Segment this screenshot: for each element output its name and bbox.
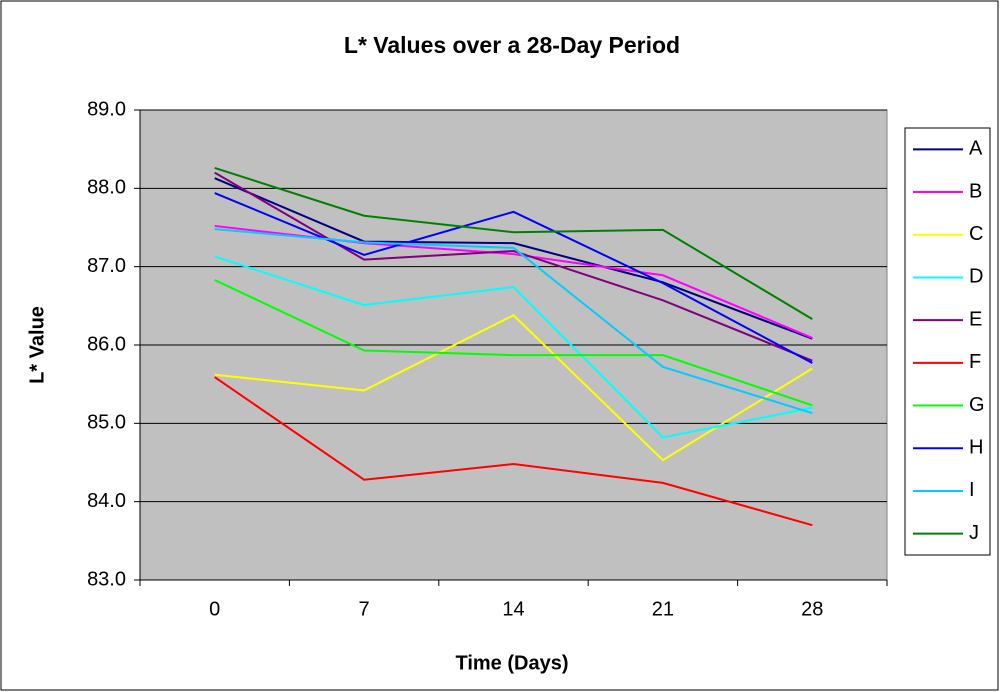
series-line (214, 192, 813, 364)
y-axis-label: L* Value (26, 306, 48, 384)
x-tick-label: 7 (359, 598, 370, 620)
chart-title: L* Values over a 28-Day Period (344, 32, 680, 58)
legend-label: C (969, 223, 983, 245)
series-line (214, 228, 813, 415)
series-line (214, 255, 813, 439)
y-tick-label: 87.0 (87, 255, 126, 277)
series-line (214, 177, 813, 340)
legend-label: E (969, 308, 982, 330)
x-tick-label: 28 (801, 598, 823, 620)
legend-label: F (969, 351, 981, 373)
y-tick-label: 88.0 (87, 177, 126, 199)
y-tick-label: 85.0 (87, 412, 126, 434)
series-line (214, 279, 813, 407)
series-line (214, 314, 813, 462)
y-tick-label: 84.0 (87, 490, 126, 512)
x-axis-label: Time (Days) (455, 652, 568, 674)
y-tick-label: 83.0 (87, 568, 126, 590)
legend-label: B (969, 180, 982, 202)
legend-label: A (969, 138, 983, 160)
legend-label: I (969, 479, 975, 501)
legend-label: J (969, 522, 979, 544)
series-line (214, 171, 813, 362)
y-tick-label: 86.0 (87, 333, 126, 355)
series-line (214, 167, 813, 321)
x-tick-label: 21 (652, 598, 674, 620)
series-line (214, 376, 813, 527)
legend-label: H (969, 437, 983, 459)
y-tick-label: 89.0 (87, 98, 126, 120)
legend (904, 127, 991, 556)
x-tick-label: 0 (209, 598, 220, 620)
x-tick-label: 14 (502, 598, 524, 620)
legend-label: D (969, 266, 983, 288)
legend-label: G (969, 394, 985, 416)
